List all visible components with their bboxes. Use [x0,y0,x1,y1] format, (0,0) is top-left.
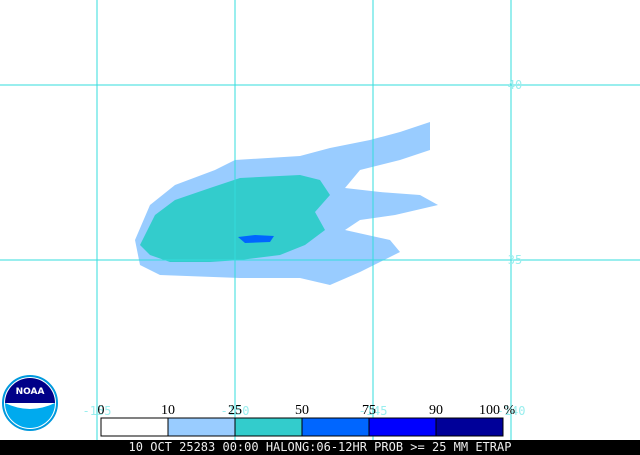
prob-50 [238,235,274,243]
logo-bottom [5,403,55,428]
legend: 0 10 25 50 75 90 100 % [98,403,516,437]
lon-label: -150 [221,404,250,418]
lon-label: -155 [83,404,112,418]
legend-label: 25 [228,403,242,418]
grid-labels: 40 35 -155 -150 -145 -140 [83,78,526,418]
graticule [0,0,640,440]
legend-swatch [167,417,236,437]
legend-swatch [435,417,504,437]
legend-label: 100 % [479,403,516,418]
legend-swatch [234,417,303,437]
logo-text: NOAA [16,387,45,397]
noaa-logo: NOAA [2,375,58,431]
logo-top [5,378,55,403]
legend-label: 50 [295,403,309,418]
lon-label: -145 [359,404,388,418]
legend-label: 75 [362,403,376,418]
legend-swatch [301,417,370,437]
footer-bar [0,440,640,455]
legend-label: 90 [429,403,443,418]
legend-swatch [368,417,437,437]
lon-label: -140 [497,404,526,418]
footer-text: 10 OCT 25283 00:00 HALONG:06-12HR PROB >… [129,440,512,454]
lat-label: 40 [508,78,522,92]
legend-swatch [100,417,169,437]
lat-label: 35 [508,253,522,267]
legend-label: 10 [161,403,175,418]
legend-label: 0 [98,403,105,418]
